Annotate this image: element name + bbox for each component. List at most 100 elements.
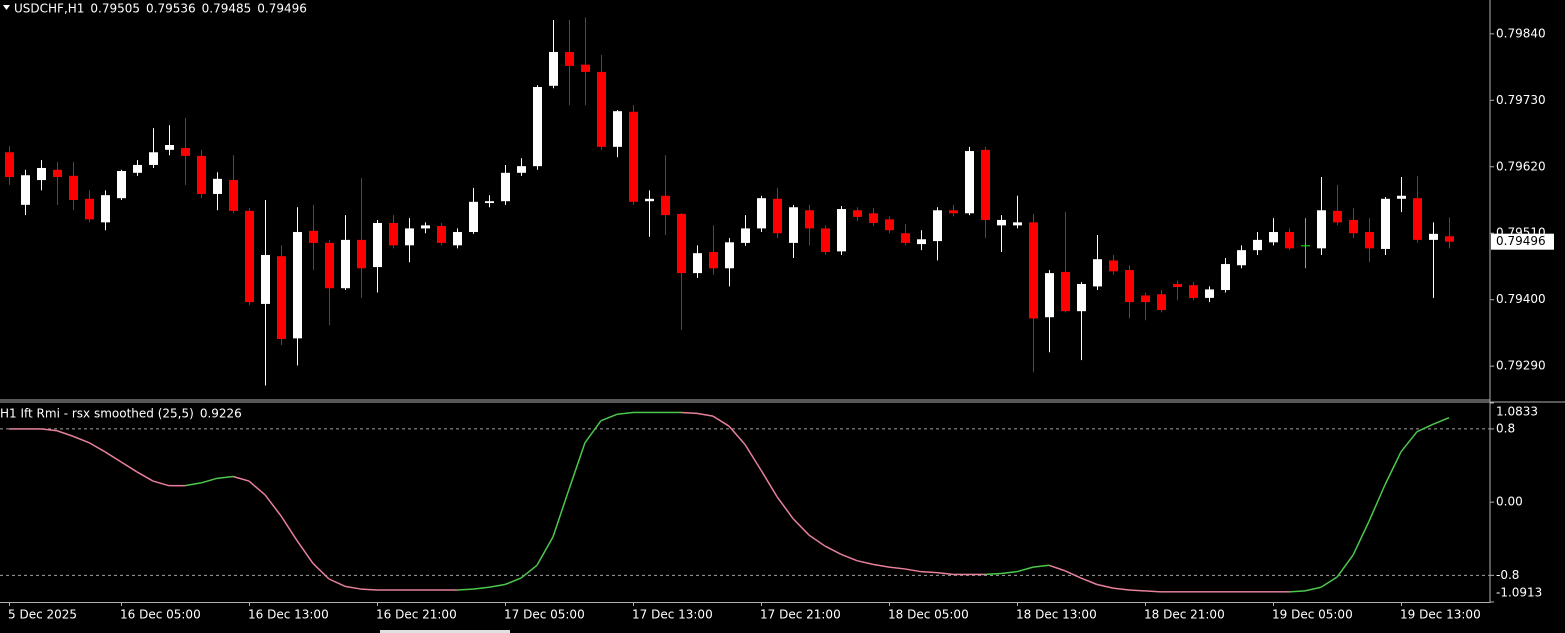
x-tick-label: 19 Dec 05:00 [1272, 608, 1353, 622]
y-tick-label: 0.79840 [1496, 26, 1546, 40]
candle-body [1349, 219, 1358, 234]
x-tick-label: 19 Dec 13:00 [1400, 608, 1481, 622]
indicator-segment [584, 420, 602, 444]
candle-body [133, 164, 142, 173]
candle-body [5, 152, 14, 178]
header-text: 0.79505 [90, 2, 140, 16]
indicator-segment [248, 480, 266, 496]
x-tick-label: 17 Dec 21:00 [760, 608, 841, 622]
indicator-segment [568, 442, 586, 490]
candle-body [517, 166, 526, 173]
indicator-segment [1352, 521, 1370, 556]
indicator-segment [472, 586, 490, 590]
candle-body [1221, 264, 1230, 291]
candle-body [405, 228, 414, 246]
candle-body [949, 210, 958, 214]
indicator-segment [232, 475, 250, 482]
x-tick-label: 18 Dec 21:00 [1144, 608, 1225, 622]
candle-body [1445, 236, 1454, 242]
indicator-segment [296, 540, 314, 564]
indicator-segment [1320, 576, 1338, 588]
candle-body [469, 201, 478, 233]
header-text: 0.79536 [146, 2, 196, 16]
candle-body [693, 253, 702, 274]
indicator-segment [1288, 590, 1306, 593]
candle-body [1365, 232, 1374, 249]
price-label: 0.79496 [1496, 234, 1546, 248]
candle-body [165, 145, 174, 150]
indicator-segment [1112, 587, 1130, 591]
candle-body [661, 195, 670, 216]
candle-body [1429, 233, 1438, 240]
indicator-segment [792, 518, 810, 536]
candle-body [997, 219, 1006, 226]
header-text: 0.9226 [200, 407, 242, 421]
candle-body [645, 198, 654, 202]
candle-body [805, 210, 814, 229]
candle-body [21, 175, 30, 205]
indicator-segment [1432, 417, 1450, 426]
candle-body [533, 87, 542, 167]
candle-body [1285, 232, 1294, 249]
indicator-segment [680, 411, 698, 415]
indicator-segment [1400, 431, 1418, 453]
candle-body [437, 225, 446, 243]
candle-body [1413, 198, 1422, 240]
y-tick-label: 0.00 [1496, 495, 1523, 509]
candle-body [565, 51, 574, 66]
candle-body [1029, 222, 1038, 319]
candle-body [149, 152, 158, 165]
candle-body [373, 222, 382, 268]
candle-body [277, 256, 286, 339]
indicator-segment [488, 583, 506, 588]
candle-body [885, 219, 894, 231]
candle-body [757, 198, 766, 229]
candle-body [389, 222, 398, 246]
indicator-segment [1000, 570, 1018, 575]
header-text: H1 Ift Rmi - rsx smoothed (25,5) [0, 407, 194, 421]
x-tick-label: 16 Dec 13:00 [248, 608, 329, 622]
candle-body [837, 209, 846, 252]
candle-body [981, 149, 990, 220]
indicator-segment [344, 585, 362, 590]
y-tick-label: -1.0913 [1496, 586, 1542, 600]
candle-body [1077, 283, 1086, 312]
candle-body [69, 175, 78, 200]
indicator-segment [552, 489, 570, 538]
indicator-segment [776, 496, 794, 520]
candle-body [341, 239, 350, 289]
candle-body [485, 201, 494, 204]
candle-body [37, 167, 46, 181]
indicator-segment [264, 494, 282, 517]
candle-body [197, 155, 206, 194]
candle-body [1141, 295, 1150, 303]
indicator-segment [936, 571, 954, 576]
indicator-segment [360, 588, 378, 591]
candle-body [741, 228, 750, 243]
header-text: 0.79485 [202, 2, 252, 16]
candle-body [1253, 239, 1262, 251]
indicator-segment [72, 435, 90, 444]
candle-body [597, 71, 606, 147]
candle-body [261, 254, 270, 304]
candle-body [1301, 245, 1310, 247]
candle-body [1093, 259, 1102, 287]
candle-body [917, 239, 926, 245]
candle-body [309, 230, 318, 243]
indicator-segment [616, 411, 634, 416]
candle-body [581, 64, 590, 72]
candle-body [1317, 210, 1326, 249]
indicator-segment [216, 475, 234, 480]
scrollbar[interactable] [380, 630, 510, 633]
indicator-segment [152, 480, 170, 487]
y-tick-label: -0.8 [1496, 568, 1519, 582]
menu-triangle[interactable] [3, 5, 10, 10]
candle-body [677, 213, 686, 274]
candle-body [453, 232, 462, 246]
x-tick-label: 5 Dec 2025 [8, 608, 77, 622]
candle-body [1013, 222, 1022, 226]
candle-body [1269, 232, 1278, 243]
indicator-segment [120, 461, 138, 473]
indicator-segment [88, 442, 106, 453]
